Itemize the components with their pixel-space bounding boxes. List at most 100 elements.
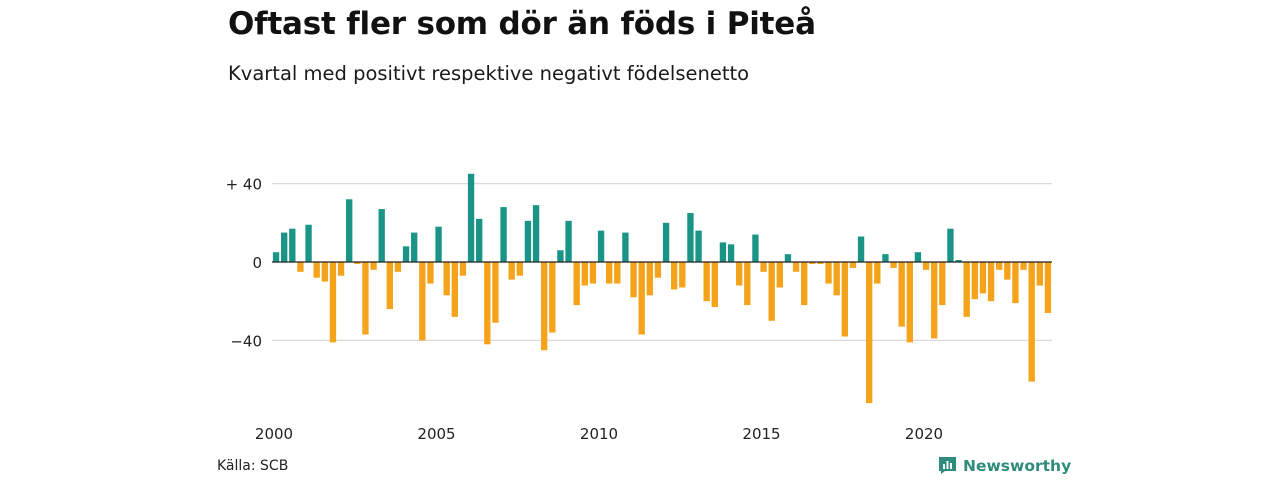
chart-bar	[736, 262, 743, 286]
chart-bar	[874, 262, 881, 284]
chart-bar	[614, 262, 621, 284]
chart-bar	[541, 262, 548, 351]
chart-bar	[776, 262, 783, 288]
chart-bar	[1012, 262, 1019, 304]
chart-bar	[459, 262, 467, 276]
chart-bar	[792, 262, 800, 272]
brand-name: Newsworthy	[963, 456, 1072, 475]
chart-bar	[996, 262, 1003, 270]
chart-bar	[443, 262, 450, 296]
chart-bar	[297, 262, 304, 272]
chart-bar	[638, 262, 645, 335]
chart-bar	[849, 262, 857, 268]
chart-bar	[354, 262, 361, 264]
x-tick-label: 2010	[580, 425, 618, 443]
chart-bar	[630, 262, 637, 298]
chart-bar	[313, 262, 320, 278]
chart-bar	[597, 230, 605, 262]
chart-bar	[987, 262, 995, 302]
chart-bar	[321, 262, 328, 282]
chart-bar	[866, 262, 873, 404]
chart-bar	[687, 213, 694, 262]
chart-bar	[654, 262, 662, 278]
chart-bar	[768, 262, 775, 321]
chart-bar	[825, 262, 832, 284]
chart-bar	[1036, 262, 1043, 286]
chart-bar	[671, 262, 678, 290]
chart-bar	[841, 262, 848, 337]
chart-bar	[329, 262, 337, 343]
chart-bar	[435, 226, 442, 262]
chart-bar	[606, 262, 613, 284]
chart-bar	[451, 262, 458, 317]
chart-bar	[467, 173, 475, 262]
chart-bar	[281, 232, 288, 262]
chart-bar	[898, 262, 905, 327]
chart-bar	[646, 262, 653, 296]
chart-bar	[817, 262, 824, 264]
chart-bar	[971, 262, 978, 300]
chart-bar	[532, 205, 540, 262]
chart-bar	[1004, 262, 1011, 280]
chart-bar	[760, 262, 767, 272]
chart-bar	[289, 228, 296, 262]
newsworthy-logo-icon	[939, 457, 956, 474]
chart-title: Oftast fler som dör än föds i Piteå	[228, 6, 816, 42]
chart-bar	[939, 262, 946, 306]
y-tick-label: + 40	[226, 176, 262, 194]
chart-bar	[427, 262, 434, 284]
chart-bar	[703, 262, 710, 302]
chart-bar	[492, 262, 499, 323]
chart-bar	[346, 199, 353, 262]
chart-bar	[589, 262, 597, 284]
chart-bar	[914, 252, 922, 262]
chart-bar	[557, 250, 564, 262]
chart-subtitle: Kvartal med positivt respektive negativt…	[228, 62, 750, 85]
y-tick-label: 0	[252, 254, 262, 272]
chart-bar	[727, 244, 735, 262]
chart-bar	[362, 262, 369, 335]
chart-bar	[500, 207, 507, 262]
chart-bar	[337, 262, 345, 276]
chart-bar	[695, 230, 702, 262]
chart-bar	[833, 262, 840, 296]
chart-bar	[622, 232, 629, 262]
chart-bar	[305, 224, 312, 262]
chart-bar	[1028, 262, 1035, 382]
source-note: Källa: SCB	[217, 458, 289, 474]
chart-bar	[784, 254, 792, 262]
chart-bar	[378, 209, 385, 262]
y-tick-label: −40	[230, 332, 262, 350]
chart-bar	[662, 222, 670, 262]
chart-bar	[719, 242, 727, 262]
chart-bar	[1044, 262, 1052, 313]
chart-bar	[370, 262, 377, 270]
chart-bar	[272, 252, 280, 262]
brand-logo[interactable]: Newsworthy	[938, 456, 1071, 475]
chart-bar	[419, 262, 426, 341]
chart-bar	[516, 262, 523, 276]
chart-bar	[476, 218, 483, 262]
chart-bar	[801, 262, 808, 306]
chart-bar	[402, 246, 410, 262]
x-tick-label: 2000	[255, 425, 293, 443]
chart-bar	[484, 262, 491, 345]
chart-bar	[963, 262, 970, 317]
chart-bar	[947, 228, 954, 262]
chart-bar	[565, 220, 572, 262]
chart-bar	[979, 262, 987, 294]
chart-bar	[508, 262, 515, 280]
chart-bar	[922, 262, 930, 270]
chart-bar	[752, 234, 759, 262]
chart-bar	[711, 262, 718, 308]
chart-bar	[882, 254, 889, 262]
chart-bar	[955, 260, 962, 262]
x-tick-label: 2015	[742, 425, 780, 443]
chart-bar	[549, 262, 556, 333]
chart-bar	[573, 262, 580, 306]
x-tick-label: 2005	[417, 425, 455, 443]
chart-bar	[809, 262, 816, 264]
chart-bar	[890, 262, 897, 268]
chart-bar	[1020, 262, 1027, 270]
